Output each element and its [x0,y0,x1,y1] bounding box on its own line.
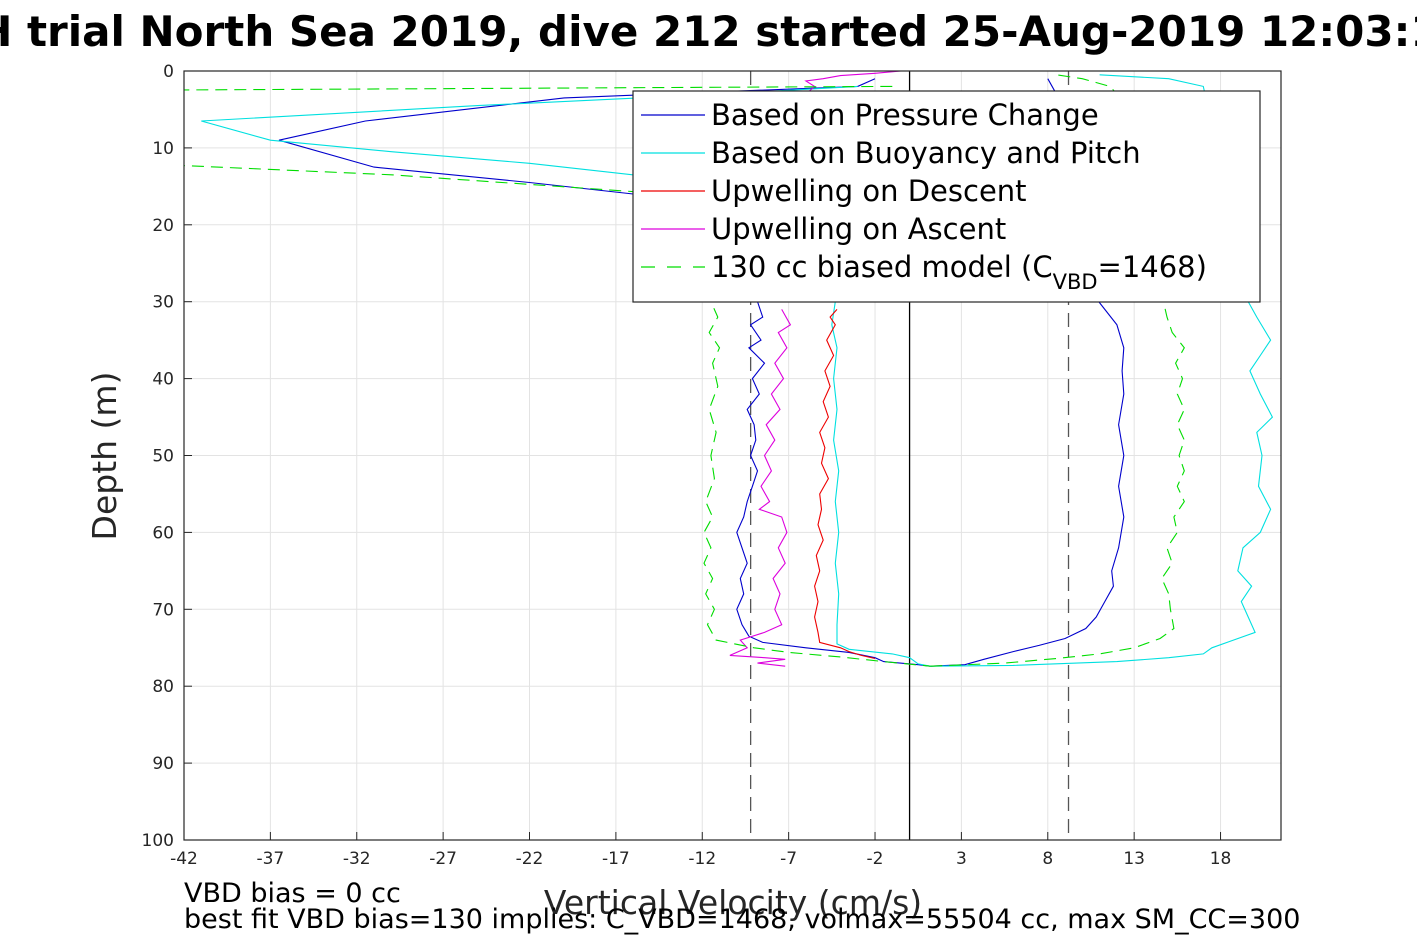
x-tick-label: -2 [867,849,884,869]
x-tick-label: -22 [516,849,544,869]
legend-label: Based on Buoyancy and Pitch [711,136,1141,170]
y-tick-label: 50 [152,447,174,467]
legend-label: Based on Pressure Change [711,98,1099,132]
y-tick-label: 100 [142,831,174,851]
y-tick-label: 0 [163,62,174,82]
y-axis-ticks: 0 10 20 30 40 50 60 70 80 90 100 [142,62,192,851]
y-tick-label: 40 [152,370,174,390]
legend-label: Upwelling on Ascent [711,212,1006,246]
x-tick-label: 13 [1123,849,1145,869]
x-axis-ticks: -42 -37 -32 -27 -22 -17 -12 -7 -2 3 8 13 18 [170,832,1231,869]
x-tick-label: 18 [1210,849,1232,869]
legend-label: 130 cc biased model (CVBD=1468) [711,250,1207,294]
series-line [278,78,931,667]
y-tick-label: 60 [152,523,174,543]
x-tick-label: -17 [602,849,630,869]
x-tick-label: -27 [429,849,457,869]
x-axis-label: Vertical Velocity (cm/s) [544,883,922,922]
x-tick-label: -12 [688,849,716,869]
legend-label: Upwelling on Descent [711,174,1027,208]
series-line [814,309,876,660]
x-tick-label: -37 [256,849,284,869]
y-tick-label: 20 [152,216,174,236]
y-tick-label: 70 [152,600,174,620]
footer-line-2: best fit VBD bias=130 implies: C_VBD=146… [184,904,1300,935]
y-tick-label: 10 [152,139,174,159]
x-tick-label: 3 [956,849,967,869]
y-tick-label: 30 [152,293,174,313]
legend: Based on Pressure Change Based on Buoyanc… [632,90,1261,303]
x-tick-label: 8 [1042,849,1053,869]
y-tick-label: 80 [152,677,174,697]
x-tick-label: -32 [343,849,371,869]
series-line [729,309,792,667]
series-line [201,85,931,667]
y-tick-label: 90 [152,754,174,774]
legend-box [632,90,1261,303]
footer-line-1: VBD bias = 0 cc [184,878,401,909]
y-axis-label: Depth (m) [85,372,124,541]
x-tick-label: -42 [170,849,198,869]
chart-title: pH trial North Sea 2019, dive 212 starte… [0,7,1417,56]
x-tick-label: -7 [780,849,797,869]
